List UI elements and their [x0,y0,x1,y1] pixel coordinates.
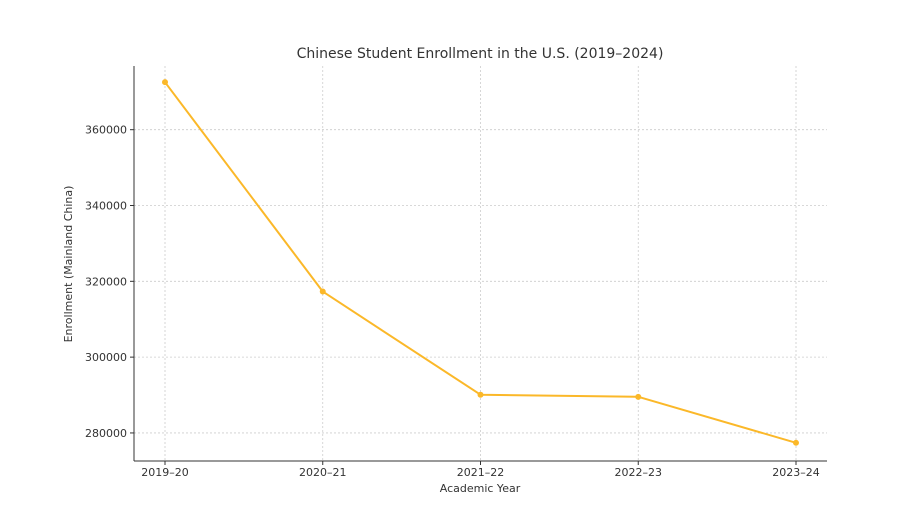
y-tick-label: 280000 [85,427,127,440]
y-tick-label: 360000 [85,124,127,137]
x-tick-label: 2021–22 [457,466,505,479]
data-point [162,79,168,86]
y-tick-label: 340000 [85,200,127,213]
y-ticks: 280000 300000 320000 340000 360000 [85,124,134,440]
grid [134,66,827,461]
data-point [477,391,484,398]
x-tick-label: 2020–21 [299,466,347,479]
chart-title: Chinese Student Enrollment in the U.S. (… [297,46,664,62]
y-axis-label: Enrollment (Mainland China) [62,186,75,343]
y-tick-label: 300000 [85,351,127,364]
x-axis-label: Academic Year [440,482,521,495]
data-point [635,393,642,400]
x-tick-label: 2023–24 [772,466,820,479]
data-point [319,288,326,295]
x-tick-label: 2022–23 [615,466,663,479]
series [162,79,799,446]
data-point [793,439,799,446]
y-tick-label: 320000 [85,275,127,288]
x-ticks: 2019–20 2020–21 2021–22 2022–23 2023–24 [141,461,820,479]
x-tick-label: 2019–20 [141,466,189,479]
